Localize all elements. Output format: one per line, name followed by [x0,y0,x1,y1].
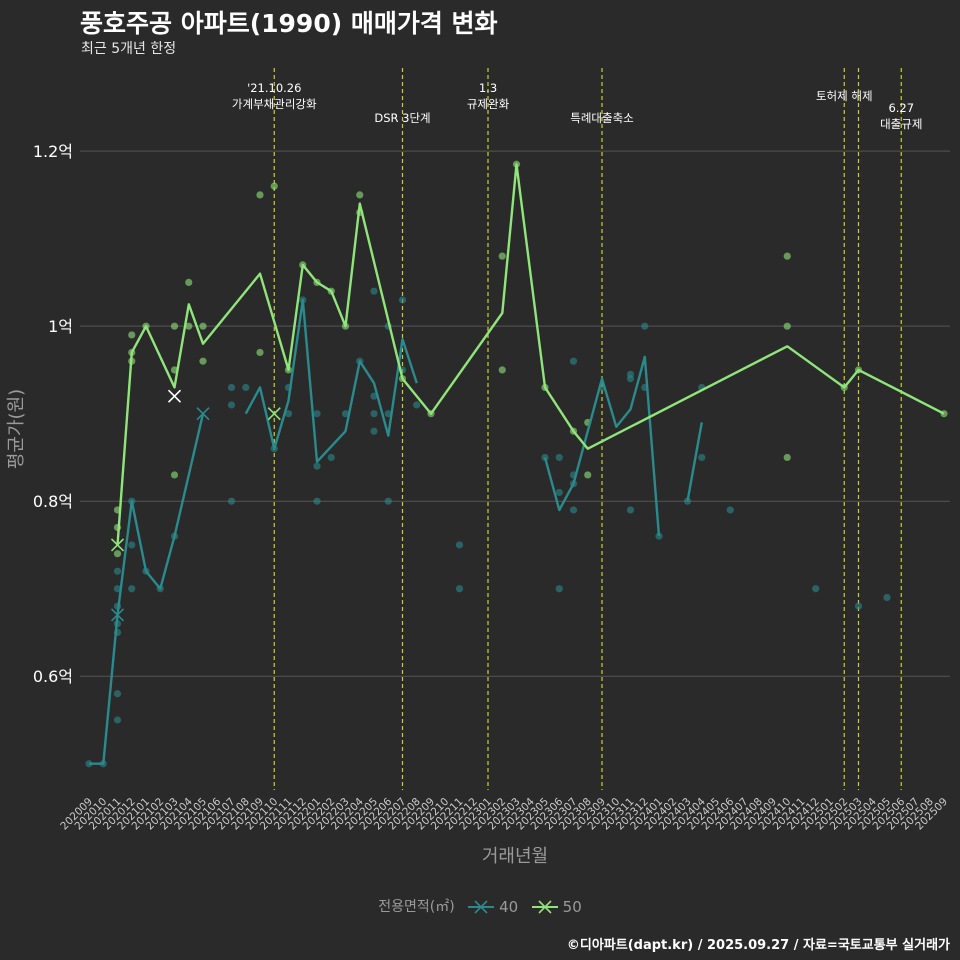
x-marker-50 [110,538,125,552]
data-point-40 [313,497,321,505]
event-label: 특례대출축소 [570,111,633,125]
event-label: 1.3 [479,81,497,95]
data-point-40 [812,585,820,593]
event-label: 규제완화 [467,97,510,111]
data-point-40 [370,410,378,418]
y-axis-title: 평균가(원) [6,389,27,469]
data-point-40 [128,585,136,593]
data-point-40 [113,716,122,724]
data-point-40 [128,541,136,549]
data-point-40 [698,453,706,462]
chart-subtitle: 최근 5개년 한정 [81,41,177,57]
data-point-40 [626,370,635,378]
data-point-50 [256,348,264,357]
legend-label-40: 40 [499,898,519,916]
data-point-40 [313,462,321,470]
line-chart: 0.6억0.8억1억1.2억20200920201020201120201220… [6,68,950,867]
data-point-40 [384,410,392,418]
x-axis-title: 거래년월 [482,846,548,867]
legend-label-50: 50 [562,898,582,916]
y-tick-label: 0.8억 [33,492,73,511]
data-point-40 [883,593,891,602]
series-line-40 [244,298,418,463]
data-point-40 [327,453,335,462]
data-point-40 [398,296,407,304]
data-point-40 [227,401,236,409]
event-label: 대출규제 [880,117,922,131]
legend-item-50: 50 [531,898,582,916]
event-label: 토허제 해제 [816,89,873,103]
data-point-40 [555,488,563,497]
data-point-40 [370,287,378,295]
data-point-50 [783,322,791,330]
series-line-50 [116,163,945,546]
legend-key-40 [468,900,495,914]
y-tick-label: 1.2억 [33,142,73,161]
data-point-40 [569,357,578,365]
data-point-40 [113,690,122,698]
data-point-50 [256,191,264,199]
series-line-40 [543,355,661,537]
event-label: '21.10.26 [247,81,301,95]
data-point-50 [113,550,122,558]
data-point-40 [227,497,236,505]
data-point-50 [498,252,506,260]
data-point-40 [413,401,421,409]
chart-title: 풍호주공 아파트(1990) 매매가격 변화 [80,9,498,38]
data-point-40 [242,383,250,392]
data-point-50 [185,278,193,287]
data-point-40 [455,585,464,593]
x-marker-40 [196,407,210,421]
x-marker-40 [110,608,125,622]
data-point-50 [498,366,506,374]
data-point-50 [185,322,193,330]
source-caption: ©디아파트(dapt.kr) / 2025.09.27 / 자료=국토교통부 실… [566,938,950,953]
y-tick-label: 1억 [48,317,73,336]
data-point-50 [270,182,278,190]
event-label: 가계부채관리강화 [232,97,317,111]
data-point-40 [384,497,392,505]
data-point-40 [854,602,863,610]
data-point-40 [370,427,378,435]
legend-item-40: 40 [467,898,518,916]
data-point-40 [113,585,122,593]
data-point-50 [170,322,179,330]
data-point-50 [584,471,592,479]
data-point-40 [313,410,321,418]
data-point-40 [455,541,464,549]
data-point-40 [555,453,563,462]
event-label: 6.27 [888,101,914,115]
legend-key-50 [531,900,558,914]
series-line-40 [686,422,703,502]
data-point-50 [199,322,207,330]
legend-title: 전용면적(㎡) [378,899,455,915]
data-point-40 [113,567,122,575]
data-point-50 [783,252,791,260]
y-tick-label: 0.6억 [33,667,73,686]
data-point-40 [655,532,663,540]
data-point-40 [555,585,563,593]
data-point-40 [284,410,293,418]
data-point-50 [170,471,179,479]
data-point-50 [128,331,136,339]
data-point-40 [641,322,649,330]
data-point-40 [370,392,378,400]
x-marker-50 [167,389,182,403]
data-point-40 [726,506,734,514]
legend: 전용면적(㎡) 40 50 [0,896,960,916]
data-point-40 [227,383,236,392]
event-label: DSR 3단계 [374,111,430,125]
data-point-50 [356,191,364,199]
data-point-40 [626,506,635,514]
data-point-50 [199,357,207,365]
data-point-40 [341,410,350,418]
series-line-40 [89,413,205,765]
data-point-40 [569,506,578,514]
data-point-50 [783,453,791,462]
x-marker-50 [267,407,281,421]
